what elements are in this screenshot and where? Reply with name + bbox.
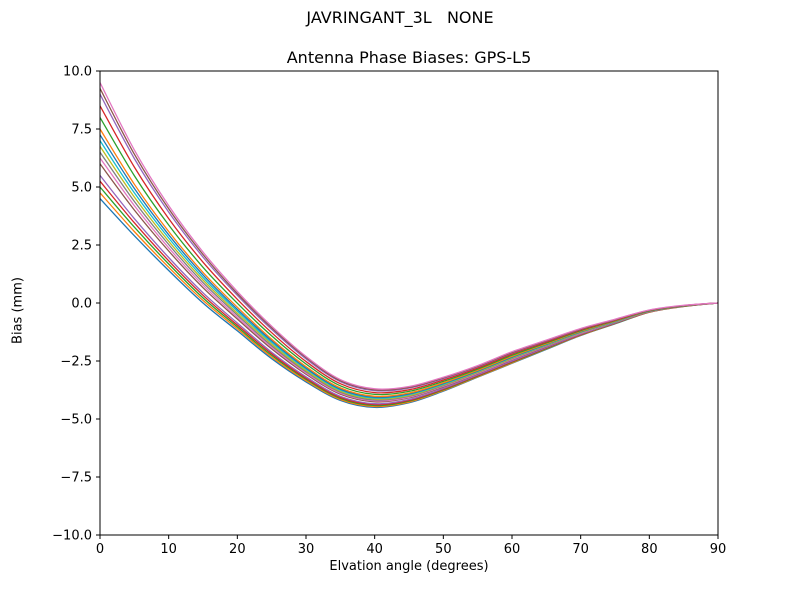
series-line-curve-13 (99, 117, 719, 396)
y-tick-label: −2.5 (60, 355, 92, 370)
x-tick-label: 10 (160, 542, 177, 557)
x-axis-label: Elvation angle (degrees) (329, 559, 489, 574)
y-tick-label: 0.0 (71, 297, 92, 312)
series-line-curve-01 (99, 198, 719, 409)
x-tick-label: 30 (298, 542, 315, 557)
chart-title: Antenna Phase Biases: GPS-L5 (286, 48, 532, 67)
series-line-curve-15 (99, 93, 719, 392)
series-line-curve-05 (99, 174, 719, 405)
series-line-curve-17 (99, 82, 719, 390)
y-tick-label: 10.0 (63, 65, 92, 80)
series-line-curve-14 (99, 105, 719, 394)
y-tick-label: −7.5 (60, 471, 92, 486)
figure-suptitle: JAVRINGANT_3L NONE (306, 8, 494, 27)
x-tick-label: 0 (96, 542, 104, 557)
series-line-curve-03 (99, 186, 719, 407)
x-tick-label: 40 (366, 542, 383, 557)
y-tick-label: −10.0 (52, 529, 92, 544)
y-tick-label: 7.5 (71, 123, 92, 138)
plot-area-border (99, 70, 719, 536)
y-tick-label: 2.5 (71, 239, 92, 254)
x-tick-label: 90 (710, 542, 727, 557)
series-line-curve-07 (99, 157, 719, 402)
x-tick-label: 50 (435, 542, 452, 557)
series-line-curve-08 (99, 151, 719, 401)
x-tick-label: 60 (504, 542, 521, 557)
series-line-curve-02 (99, 192, 719, 408)
x-tick-label: 80 (641, 542, 658, 557)
x-tick-label: 70 (572, 542, 589, 557)
y-tick-label: −5.0 (60, 413, 92, 428)
y-tick-label: 5.0 (71, 181, 92, 196)
series-line-curve-09 (99, 146, 719, 400)
x-tick-label: 20 (229, 542, 246, 557)
